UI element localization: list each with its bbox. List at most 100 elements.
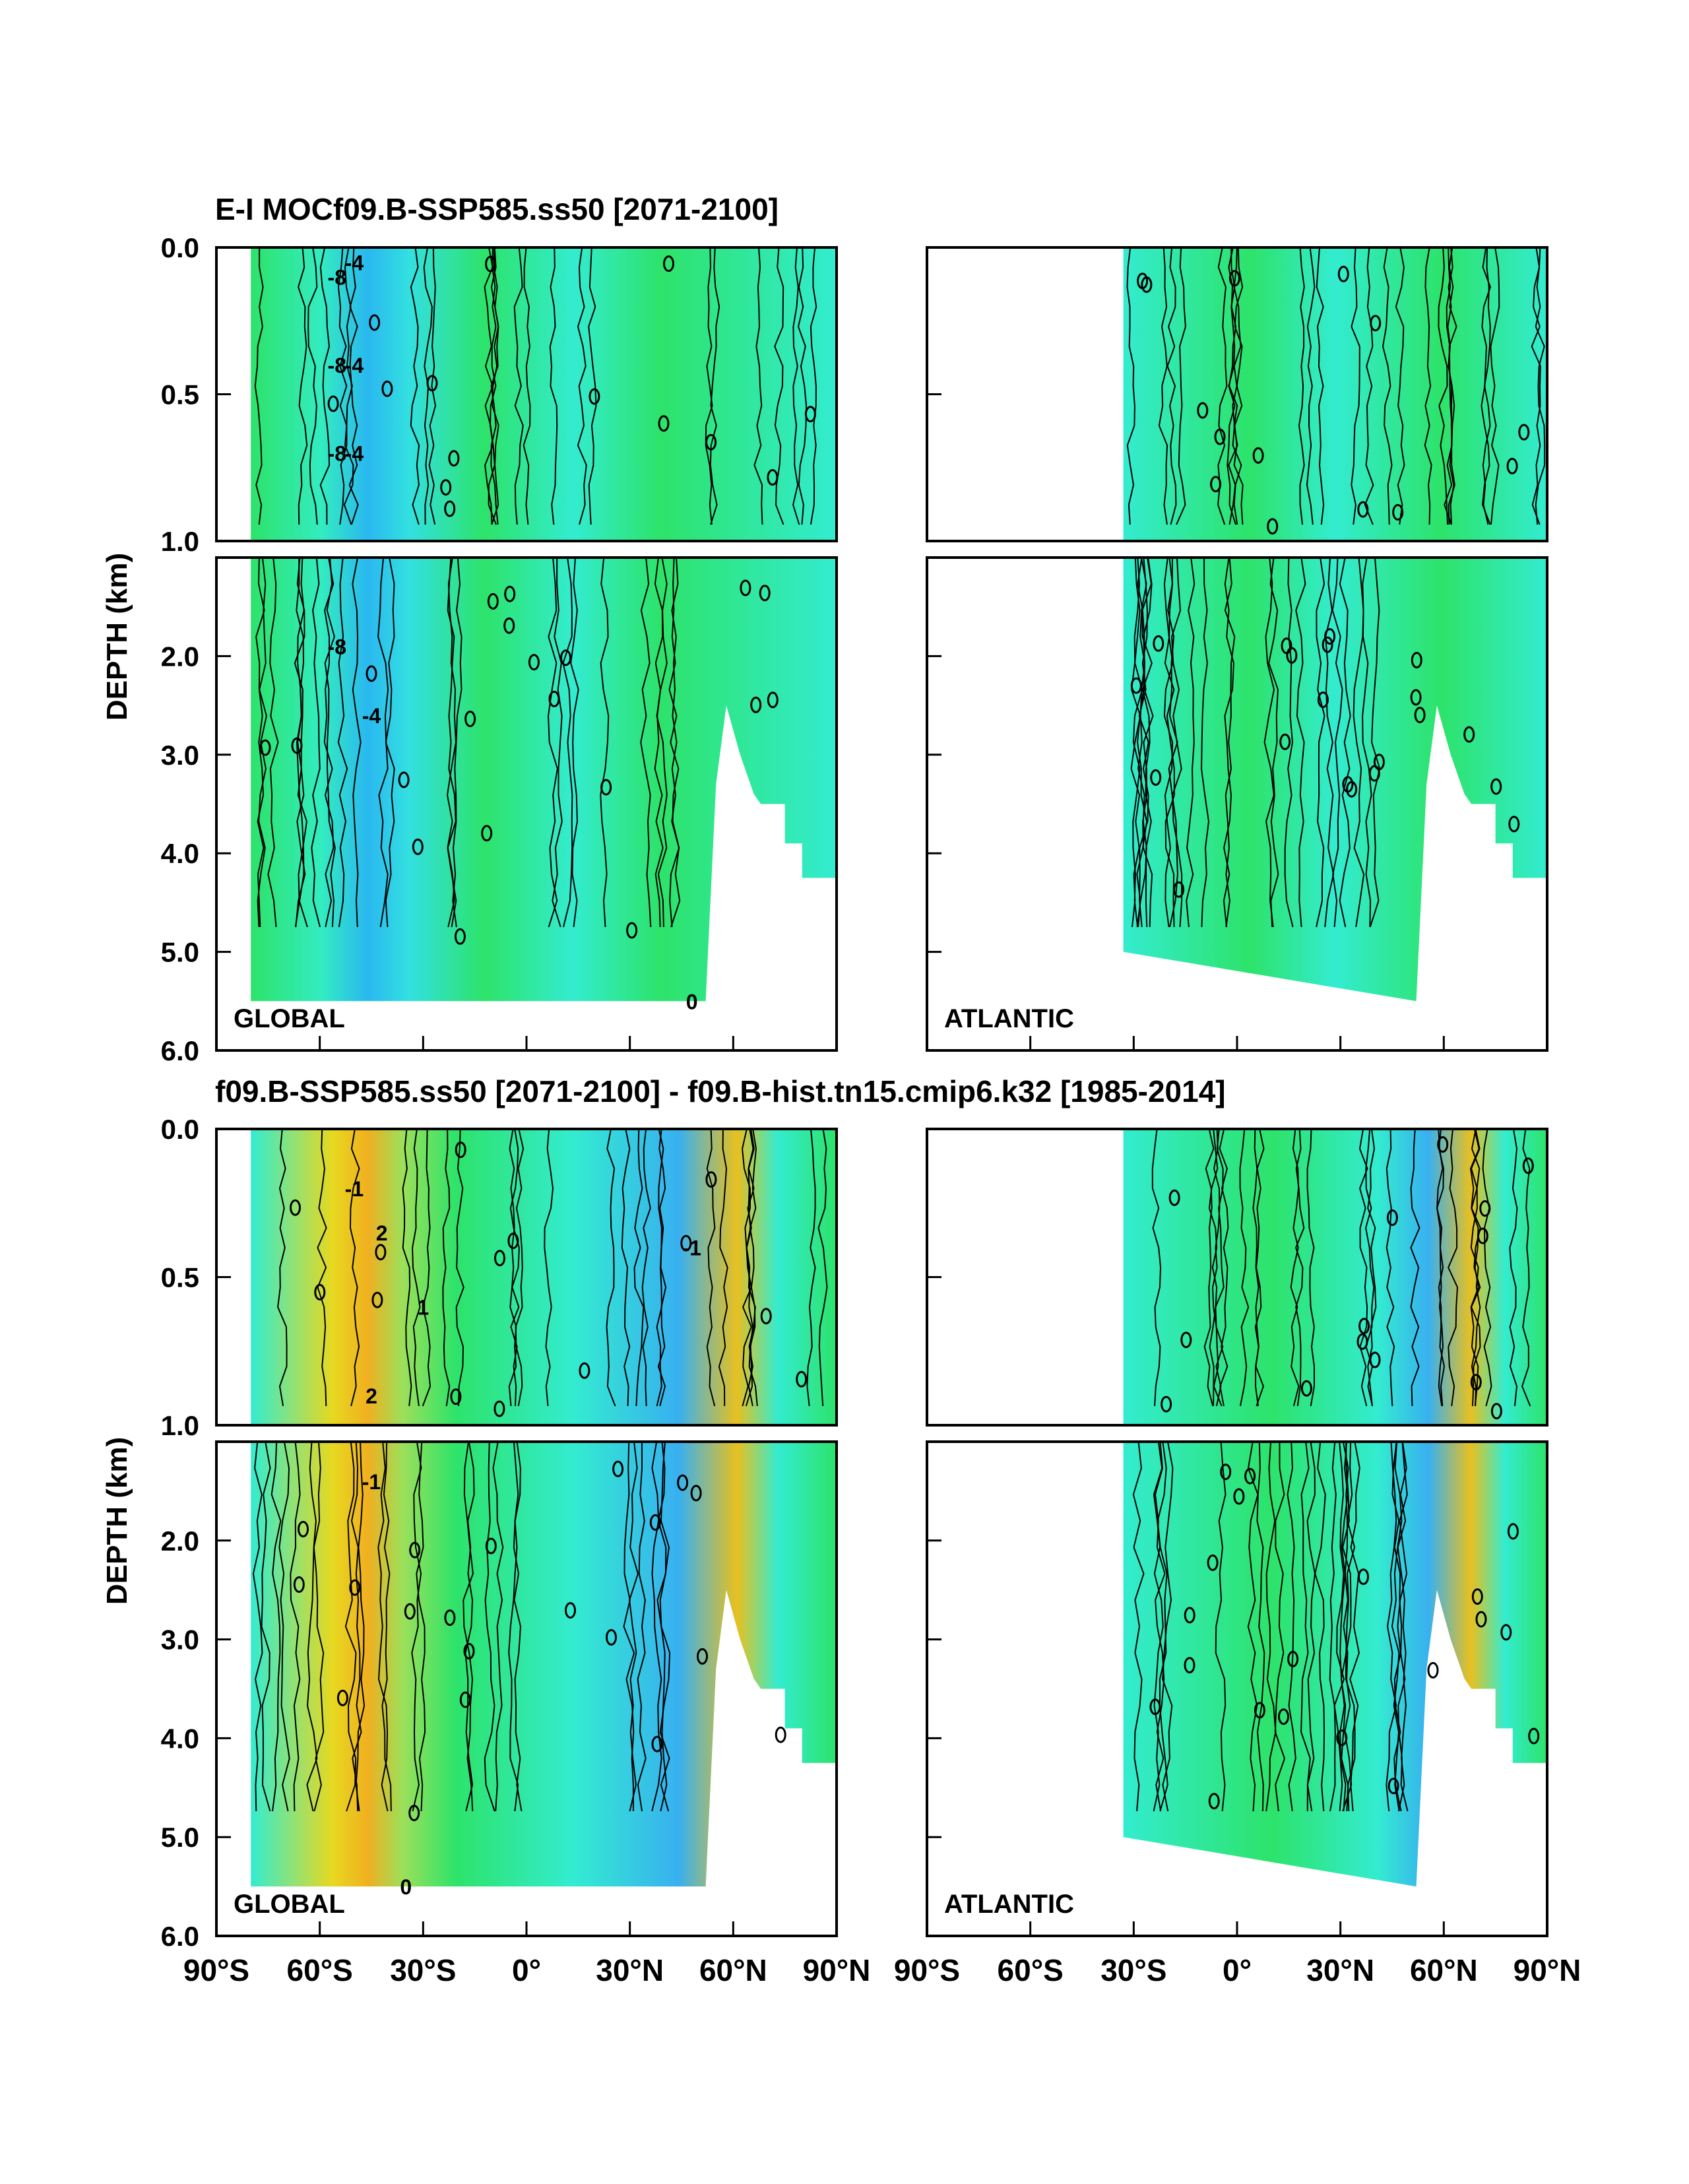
contour-zero-label	[1207, 1554, 1219, 1571]
x-tick-label: 30°S	[1100, 1953, 1166, 1987]
contour-zero-label	[1210, 476, 1222, 493]
contour-zero-label	[507, 1233, 519, 1250]
contour-zero-label	[740, 579, 751, 596]
contour-zero-label	[1357, 501, 1369, 518]
y-tick-label: 4.0	[161, 1723, 199, 1754]
contour-zero-label	[1173, 881, 1185, 898]
y-tick-label: 5.0	[161, 1822, 199, 1853]
contour-lines	[1132, 1128, 1540, 1812]
contour-zero-label	[1475, 1611, 1487, 1628]
contour-zero-label	[579, 1362, 590, 1379]
contour-zero-label	[528, 654, 540, 671]
contour-zero-label	[759, 585, 771, 602]
contour-value-label: -8	[328, 635, 346, 658]
contour-zero-label	[404, 1603, 416, 1620]
y-tick-label: 3.0	[161, 1624, 199, 1655]
contour-zero-label	[1508, 816, 1520, 833]
contour-lines	[252, 1128, 828, 1822]
x-tick-label: 30°N	[1306, 1953, 1374, 1987]
contour-zero-label	[565, 1602, 576, 1619]
x-tick-label: 30°N	[596, 1953, 664, 1987]
contour-zero-label	[1184, 1607, 1195, 1624]
contour-zero-label	[1506, 457, 1518, 474]
contour-zero-label	[1490, 778, 1502, 795]
contour-fill-upper	[1123, 247, 1547, 541]
contour-zero-label	[398, 771, 410, 788]
contour-zero-label	[1141, 276, 1153, 293]
contour-zero-label	[327, 395, 339, 412]
contour-zero-label	[1358, 1568, 1369, 1586]
contour-zero-label	[366, 665, 377, 682]
x-axis-labels: 90°S 60°S 30°S 0° 30°N 60°N 90°N 90°S 60°S 30°S 0°…	[183, 1953, 1581, 1987]
contour-zero-label	[1386, 1209, 1398, 1226]
contour-zero-label	[760, 1308, 772, 1325]
contour-zero-label	[1500, 1624, 1512, 1641]
contour-zero-label	[1214, 428, 1226, 445]
contour-zero-label	[1322, 636, 1333, 653]
contour-zero-label	[298, 1521, 309, 1537]
contour-zero-label	[1267, 518, 1279, 535]
contour-zero-label	[412, 838, 424, 855]
chart-title: f09.B-SSP585.ss50 [2071-2100] - f09.B-hi…	[215, 1074, 1226, 1108]
y-tick-label: 1.0	[161, 526, 199, 557]
contour-zero-label	[1252, 447, 1264, 464]
contour-zero-label	[1370, 315, 1382, 332]
contour-value-label: -8	[328, 354, 346, 377]
y-axis-label: DEPTH (km)	[101, 553, 133, 721]
contour-lines	[1126, 247, 1546, 928]
x-tick-label: 90°S	[183, 1953, 249, 1987]
contour-value-labels: 2 -1 2 1 -1 -1 0	[345, 1177, 701, 1899]
region-label: GLOBAL	[234, 1004, 345, 1033]
contour-zero-label	[463, 1643, 475, 1659]
y-tick-label: 0.0	[161, 232, 199, 263]
panel-atlantic: ATLANTIC	[926, 246, 1548, 1052]
contour-zero-label	[1254, 1702, 1265, 1719]
x-tick-label: 60°S	[998, 1953, 1064, 1987]
contour-fill-lower	[251, 558, 837, 1002]
contour-zero-label	[1346, 781, 1358, 798]
contour-zero-label	[804, 406, 816, 423]
contour-zero-label	[426, 375, 438, 392]
contour-zero-label	[409, 1541, 421, 1558]
contour-zero-label	[1479, 1200, 1491, 1217]
contour-zero-label	[1130, 677, 1142, 694]
contour-zero-label	[1220, 1463, 1232, 1481]
contour-zero-label	[1300, 1380, 1312, 1397]
contour-value-label: 2	[366, 1384, 377, 1408]
x-tick-label: 30°S	[390, 1953, 456, 1987]
contour-zero-label	[796, 1370, 808, 1388]
contour-zero-label	[503, 617, 515, 634]
contour-zero-label	[663, 255, 674, 273]
contour-zero-label	[314, 1283, 326, 1301]
contour-zero-label	[705, 1171, 717, 1188]
contour-zero-label	[444, 500, 456, 517]
contour-zero-label	[1279, 733, 1291, 750]
contour-zero-label	[1477, 1227, 1488, 1244]
contour-zero-label	[651, 1735, 663, 1752]
contour-zero-label	[259, 739, 271, 756]
contour-zero-label	[1208, 1793, 1220, 1810]
y-tick-label: 5.0	[161, 937, 199, 968]
contour-zero-label	[1244, 1467, 1256, 1485]
contour-zero-label	[375, 1244, 387, 1261]
contour-zero-label	[487, 593, 499, 610]
y-tick-label: 0.5	[161, 1262, 199, 1293]
contour-zero-label	[369, 314, 381, 331]
contour-zero-label	[1410, 689, 1422, 706]
contour-zero-label	[1414, 707, 1426, 724]
contour-zero-label	[336, 1689, 348, 1706]
contour-zero-label	[454, 928, 466, 945]
contour-zero-label	[481, 825, 493, 842]
panel-global: GLOBAL 0.0 0.5 1.0 2.0 3.0 4.0 5.0 6.0	[161, 232, 838, 1066]
contour-zero-label	[1490, 1403, 1502, 1420]
contour-zero-label	[1161, 1396, 1172, 1413]
contour-zero-label	[290, 1199, 301, 1216]
contour-zero-label	[589, 388, 600, 405]
y-tick-label: 3.0	[161, 740, 199, 771]
contour-zero-label	[548, 690, 560, 707]
contour-zero-label	[1463, 726, 1475, 743]
contour-zero-label	[606, 1629, 617, 1646]
y-tick-label: 2.0	[161, 1526, 199, 1557]
contour-zero-label	[1471, 1588, 1483, 1605]
contour-value-label: -4	[345, 251, 364, 274]
